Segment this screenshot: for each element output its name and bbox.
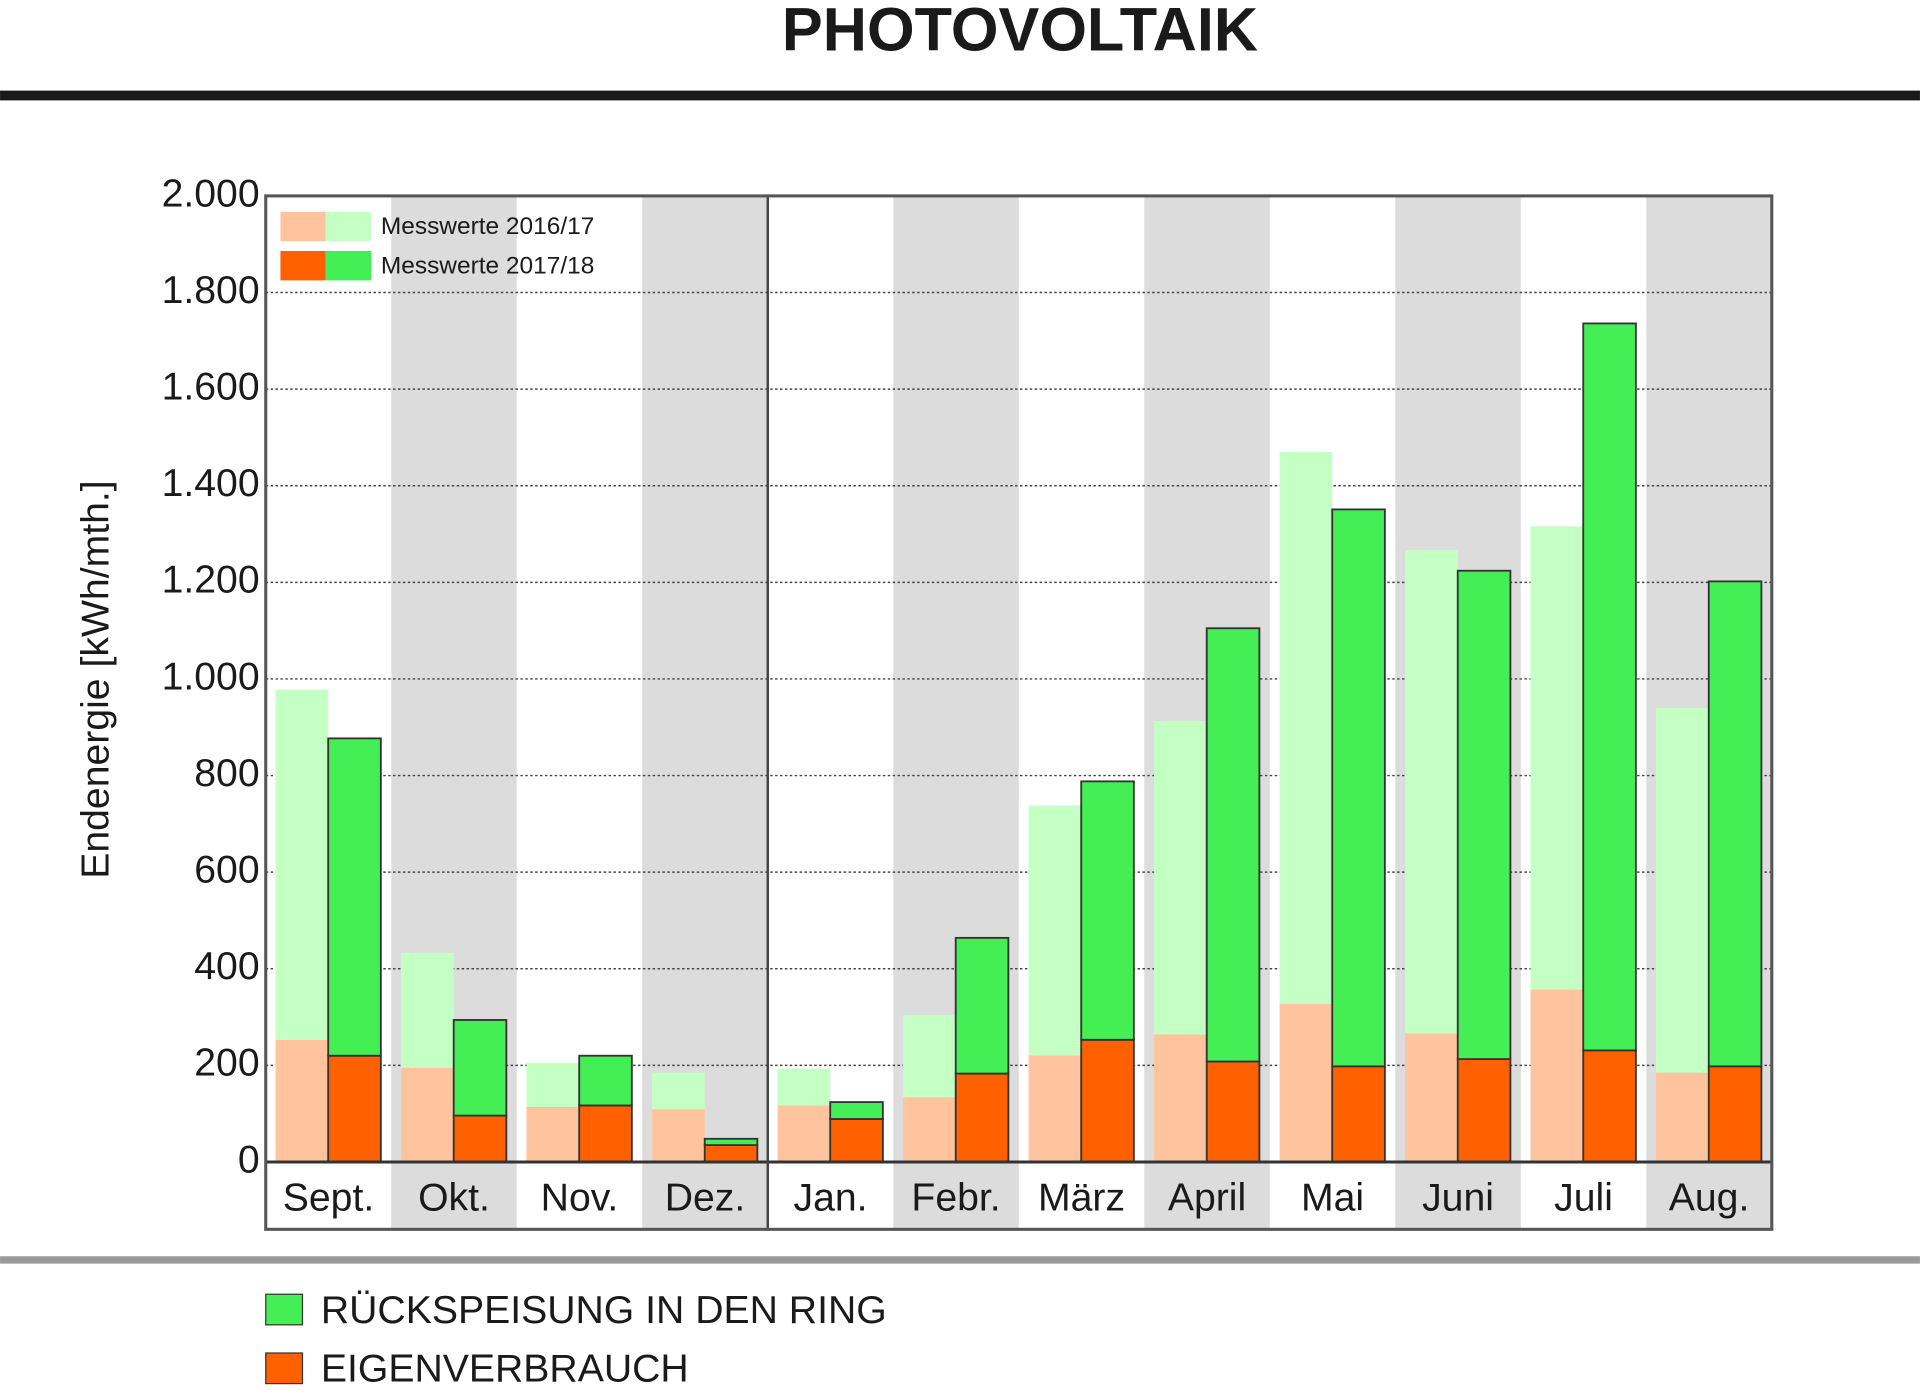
bar-eigenverbrauch xyxy=(452,1114,508,1163)
x-tick-label: März xyxy=(1038,1176,1125,1219)
y-tick-label: 0 xyxy=(238,1138,260,1181)
bar-rueckspeisung xyxy=(1582,322,1637,1052)
y-tick-label: 400 xyxy=(194,945,259,988)
bar-eigenverbrauch xyxy=(903,1097,956,1162)
y-tick-label: 1.000 xyxy=(162,655,260,698)
x-tick-label: Dez. xyxy=(665,1176,746,1219)
bar-rueckspeisung xyxy=(401,952,454,1068)
legend-label: Messwerte 2017/18 xyxy=(381,252,595,279)
bar-eigenverbrauch xyxy=(703,1144,759,1163)
bar-eigenverbrauch xyxy=(1028,1055,1082,1162)
legend-swatch xyxy=(325,251,372,281)
bar-rueckspeisung xyxy=(1028,805,1082,1056)
bar-rueckspeisung xyxy=(1656,707,1709,1073)
legend-label: Messwerte 2016/17 xyxy=(381,213,595,240)
bar-eigenverbrauch xyxy=(327,1054,382,1163)
footer-rule xyxy=(0,1256,1920,1264)
bar-eigenverbrauch xyxy=(1279,1004,1333,1162)
bar-eigenverbrauch xyxy=(652,1109,705,1162)
x-tick-label: Okt. xyxy=(418,1176,490,1219)
bar-rueckspeisung xyxy=(1205,627,1261,1063)
bar-rueckspeisung xyxy=(1456,569,1512,1061)
bar-rueckspeisung xyxy=(526,1062,580,1107)
x-tick-label: Nov. xyxy=(541,1176,619,1219)
bar-rueckspeisung xyxy=(1530,526,1584,990)
y-tick-label: 800 xyxy=(194,752,259,795)
x-tick-label: Juni xyxy=(1422,1176,1494,1219)
plot-frame xyxy=(264,194,1774,1231)
bar-rueckspeisung xyxy=(452,1019,508,1117)
y-tick-label: 1.400 xyxy=(162,462,260,505)
bar-eigenverbrauch xyxy=(1656,1072,1709,1162)
legend-swatch xyxy=(325,211,372,242)
bar-eigenverbrauch xyxy=(1154,1034,1207,1162)
bar-rueckspeisung xyxy=(1279,451,1333,1005)
bar-eigenverbrauch xyxy=(401,1067,454,1162)
bar-eigenverbrauch xyxy=(578,1104,633,1163)
bar-eigenverbrauch xyxy=(1707,1065,1763,1163)
bar-rueckspeisung xyxy=(829,1101,884,1120)
y-tick-label: 200 xyxy=(194,1042,259,1085)
bar-eigenverbrauch xyxy=(526,1106,580,1162)
bar-rueckspeisung xyxy=(954,936,1010,1075)
grid: 0 200 400 600 800 1.000 1.200 1.400 1.600 1.800 2.… xyxy=(162,172,1772,1181)
bars xyxy=(275,322,1763,1163)
bar-rueckspeisung xyxy=(703,1137,759,1147)
y-tick-label: 1.600 xyxy=(162,365,260,408)
bar-rueckspeisung xyxy=(1154,720,1207,1035)
bar-eigenverbrauch xyxy=(275,1039,329,1162)
legend-label: EIGENVERBRAUCH xyxy=(321,1348,689,1391)
x-tick-label: Jan. xyxy=(793,1176,867,1219)
x-tick-label: Juli xyxy=(1554,1176,1613,1219)
bar-rueckspeisung xyxy=(777,1068,831,1106)
bar-rueckspeisung xyxy=(903,1015,956,1098)
y-tick-label: 2.000 xyxy=(162,172,260,215)
title-rule xyxy=(0,90,1920,101)
bar-rueckspeisung xyxy=(578,1054,633,1107)
y-tick-label: 600 xyxy=(194,849,259,892)
y-tick-label: 1.200 xyxy=(162,559,260,602)
legend-swatch xyxy=(265,1352,304,1385)
bar-rueckspeisung xyxy=(1707,580,1763,1068)
column-band xyxy=(642,195,768,1230)
bar-eigenverbrauch xyxy=(1530,989,1584,1162)
bar-rueckspeisung xyxy=(327,737,382,1057)
y-axis-label: Endenergie [kWh/mth.] xyxy=(74,480,117,878)
x-tick-label: Mai xyxy=(1301,1176,1364,1219)
y-tick-label: 1.800 xyxy=(162,269,260,312)
bar-eigenverbrauch xyxy=(954,1072,1010,1163)
x-tick-label: Aug. xyxy=(1669,1176,1750,1219)
chart-title: PHOTOVOLTAIK xyxy=(782,0,1258,63)
bar-eigenverbrauch xyxy=(829,1118,884,1163)
bar-eigenverbrauch xyxy=(1205,1060,1261,1163)
bar-eigenverbrauch xyxy=(1080,1038,1135,1163)
bar-eigenverbrauch xyxy=(1582,1049,1637,1163)
bar-rueckspeisung xyxy=(1080,780,1135,1041)
x-tick-label: April xyxy=(1168,1176,1246,1219)
bar-rueckspeisung xyxy=(275,689,329,1040)
bar-eigenverbrauch xyxy=(1331,1065,1386,1163)
bar-rueckspeisung xyxy=(652,1072,705,1110)
legend-swatch xyxy=(280,251,326,281)
x-tick-label: Febr. xyxy=(911,1176,1000,1219)
x-tick-label: Sept. xyxy=(283,1176,374,1219)
bar-eigenverbrauch xyxy=(777,1105,831,1162)
bar-rueckspeisung xyxy=(1405,549,1458,1034)
legend-swatch xyxy=(265,1293,304,1326)
bar-eigenverbrauch xyxy=(1456,1058,1512,1163)
bar-rueckspeisung xyxy=(1331,508,1386,1068)
bar-eigenverbrauch xyxy=(1405,1033,1458,1162)
legend-label: RÜCKSPEISUNG IN DEN RING xyxy=(321,1289,887,1332)
legend-swatch xyxy=(280,211,326,242)
